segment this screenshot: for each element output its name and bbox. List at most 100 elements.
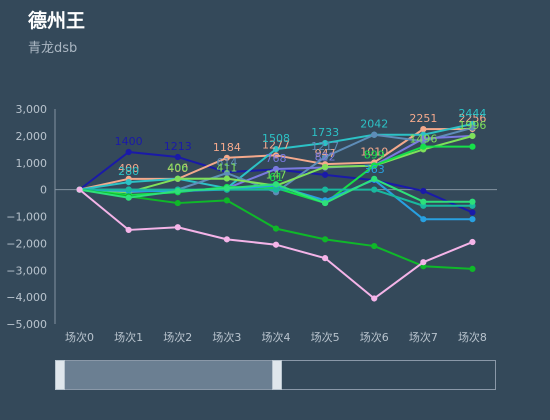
- y-tick-label: 3,000: [16, 103, 48, 116]
- data-label: 2251: [409, 112, 437, 125]
- data-point: [469, 198, 476, 205]
- x-tick-label: 场次8: [458, 330, 487, 344]
- data-point: [174, 175, 181, 182]
- data-point: [322, 139, 329, 147]
- x-tick-label: 场次6: [360, 330, 389, 344]
- data-label: 947: [315, 147, 336, 160]
- data-label: 406: [167, 162, 188, 175]
- y-tick-label: 2,000: [16, 130, 48, 143]
- data-point: [420, 187, 427, 195]
- data-label: 1400: [115, 135, 143, 148]
- y-tick-label: 0: [40, 184, 47, 197]
- data-point: [272, 241, 280, 248]
- chart-title: 德州王: [28, 10, 86, 32]
- data-zoom-selection[interactable]: [56, 361, 277, 389]
- data-point: [420, 135, 427, 142]
- data-point: [272, 152, 280, 159]
- data-point: [174, 153, 181, 161]
- y-tick-label: −3,000: [6, 264, 47, 277]
- data-label: 363: [364, 163, 385, 176]
- data-label: 768: [266, 152, 287, 165]
- data-zoom-right-handle[interactable]: [271, 360, 282, 390]
- data-point: [469, 238, 476, 246]
- data-point: [76, 186, 83, 193]
- line-chart: 3,000 2,000 1,000 0 −1,000 −2,000 −3,000 −4,000…: [6, 103, 497, 344]
- data-point: [371, 131, 378, 138]
- data-point: [420, 126, 427, 133]
- data-point: [469, 132, 476, 140]
- data-point: [469, 209, 476, 216]
- data-point: [371, 186, 378, 193]
- data-label: 1217: [311, 140, 339, 153]
- data-label: 280: [118, 165, 139, 178]
- data-point: [272, 225, 280, 232]
- data-label: 61: [269, 171, 283, 184]
- data-point: [469, 143, 476, 150]
- data-point: [125, 186, 132, 193]
- chart-subtitle: 青龙dsb: [28, 41, 78, 56]
- data-label: 400: [118, 162, 139, 175]
- data-point: [371, 242, 378, 250]
- data-point: [125, 226, 132, 234]
- data-point: [322, 153, 329, 161]
- data-point: [272, 186, 280, 193]
- x-tick-label: 场次7: [409, 330, 438, 344]
- data-point: [125, 148, 132, 156]
- y-tick-label: −4,000: [6, 291, 47, 304]
- data-point: [371, 295, 378, 302]
- data-point: [322, 236, 329, 243]
- data-point: [420, 143, 427, 150]
- data-point: [322, 171, 329, 178]
- data-label: 1277: [262, 138, 290, 151]
- data-point: [174, 224, 181, 231]
- x-tick-label: 场次4: [262, 330, 291, 344]
- data-label: 899: [364, 148, 385, 161]
- y-tick-label: −2,000: [6, 237, 47, 250]
- data-point: [174, 199, 181, 207]
- data-zoom-left-handle[interactable]: [55, 360, 65, 390]
- data-point: [322, 255, 329, 262]
- data-label: 822: [315, 151, 336, 164]
- data-label: 2256: [458, 112, 486, 125]
- data-point: [322, 199, 329, 207]
- data-point: [469, 124, 476, 131]
- data-label: 2042: [360, 118, 388, 131]
- data-point: [272, 145, 280, 153]
- data-point: [469, 216, 476, 223]
- data-point: [223, 236, 230, 243]
- data-point: [223, 197, 230, 204]
- data-point: [223, 185, 230, 192]
- data-point: [371, 175, 378, 182]
- x-tick-label: 场次1: [114, 330, 143, 344]
- data-point: [272, 165, 280, 173]
- data-label: 614: [216, 156, 237, 169]
- data-point: [469, 265, 476, 273]
- data-label: 411: [216, 162, 237, 175]
- x-tick-label: 场次3: [212, 330, 241, 344]
- x-tick-label: 场次5: [311, 330, 340, 344]
- data-point: [223, 175, 230, 182]
- data-point: [371, 162, 378, 169]
- data-point: [420, 198, 427, 205]
- data-label: 1184: [213, 141, 241, 154]
- data-label: 147: [266, 169, 287, 182]
- data-label: 2444: [458, 107, 486, 120]
- data-label: 1010: [360, 145, 388, 158]
- data-label: 1733: [311, 126, 339, 139]
- data-label: 1496: [409, 132, 437, 145]
- y-tick-label: −1,000: [6, 211, 47, 224]
- x-tick-label: 场次2: [163, 330, 192, 344]
- data-point: [125, 179, 132, 186]
- data-label: 1996: [458, 119, 486, 132]
- data-point: [223, 154, 230, 161]
- data-point: [420, 259, 427, 266]
- y-tick-label: −5,000: [6, 318, 47, 331]
- data-zoom-slider[interactable]: [55, 360, 496, 390]
- data-point: [125, 194, 132, 201]
- data-label: 1508: [262, 132, 290, 145]
- data-label: 1213: [164, 140, 192, 153]
- data-label: 400: [167, 162, 188, 175]
- y-tick-label: 1,000: [16, 157, 48, 170]
- data-point: [174, 187, 181, 195]
- data-point: [322, 163, 329, 171]
